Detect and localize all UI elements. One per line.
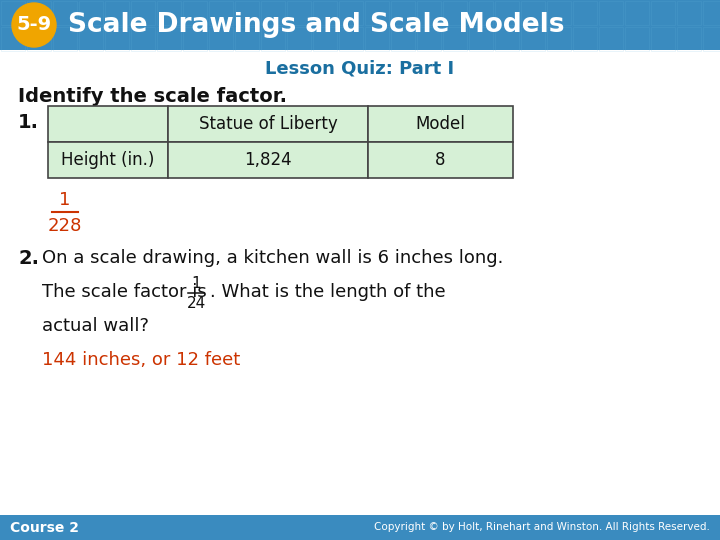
Bar [157, 1, 181, 25]
Bar [183, 27, 207, 51]
Text: 144 inches, or 12 feet: 144 inches, or 12 feet [42, 351, 240, 369]
Text: Lesson Quiz: Part I: Lesson Quiz: Part I [266, 59, 454, 77]
Bar [469, 27, 493, 51]
Text: . What is the length of the: . What is the length of the [210, 283, 446, 301]
Text: Identify the scale factor.: Identify the scale factor. [18, 86, 287, 105]
Text: Copyright © by Holt, Rinehart and Winston. All Rights Reserved.: Copyright © by Holt, Rinehart and Winsto… [374, 523, 710, 532]
Bar [131, 27, 155, 51]
Bar [339, 27, 363, 51]
Bar [599, 1, 623, 25]
Bar [48, 106, 168, 142]
Bar [157, 27, 181, 51]
Bar [131, 1, 155, 25]
Text: 228: 228 [48, 217, 82, 235]
Bar [53, 1, 77, 25]
Text: 24: 24 [186, 296, 206, 312]
Bar [339, 1, 363, 25]
Text: Statue of Liberty: Statue of Liberty [199, 115, 338, 133]
Text: Model: Model [415, 115, 465, 133]
Bar [625, 1, 649, 25]
Bar [0, 0, 720, 50]
Text: 1,824: 1,824 [244, 151, 292, 169]
Bar [703, 27, 720, 51]
Bar [573, 27, 597, 51]
Bar [53, 27, 77, 51]
Bar [235, 27, 259, 51]
Bar [391, 1, 415, 25]
Bar [1, 1, 25, 25]
Bar [235, 1, 259, 25]
Bar [79, 27, 103, 51]
Bar [313, 1, 337, 25]
Bar [365, 27, 389, 51]
Text: The scale factor is: The scale factor is [42, 283, 212, 301]
Bar [168, 142, 368, 178]
Text: Course 2: Course 2 [10, 521, 79, 535]
Bar [443, 1, 467, 25]
Bar [547, 27, 571, 51]
Bar [495, 1, 519, 25]
Bar [521, 27, 545, 51]
Bar [625, 27, 649, 51]
Circle shape [12, 3, 56, 47]
Bar [313, 27, 337, 51]
Text: actual wall?: actual wall? [42, 317, 149, 335]
Bar [79, 1, 103, 25]
Bar [105, 27, 129, 51]
Bar [521, 1, 545, 25]
Bar [261, 1, 285, 25]
Text: 8: 8 [436, 151, 446, 169]
Bar [469, 1, 493, 25]
Bar [547, 1, 571, 25]
Bar [183, 1, 207, 25]
Bar [495, 27, 519, 51]
Bar [209, 27, 233, 51]
Bar [573, 1, 597, 25]
Bar [443, 27, 467, 51]
Bar [417, 27, 441, 51]
Bar [0, 515, 720, 540]
Bar [168, 106, 368, 142]
Text: Scale Drawings and Scale Models: Scale Drawings and Scale Models [68, 12, 564, 38]
Bar [27, 27, 51, 51]
Bar [1, 27, 25, 51]
Bar [209, 1, 233, 25]
Text: 1: 1 [59, 191, 71, 209]
Text: Height (in.): Height (in.) [61, 151, 155, 169]
Bar [368, 142, 513, 178]
Text: 2.: 2. [18, 248, 39, 267]
Text: 1: 1 [192, 275, 201, 291]
Bar [287, 27, 311, 51]
Bar [105, 1, 129, 25]
Bar [651, 27, 675, 51]
Bar [391, 27, 415, 51]
Bar [48, 142, 168, 178]
Bar [417, 1, 441, 25]
Bar [599, 27, 623, 51]
Bar [368, 106, 513, 142]
Text: On a scale drawing, a kitchen wall is 6 inches long.: On a scale drawing, a kitchen wall is 6 … [42, 249, 503, 267]
Text: 1.: 1. [18, 112, 39, 132]
Bar [677, 1, 701, 25]
Text: 5-9: 5-9 [17, 16, 52, 35]
Bar [261, 27, 285, 51]
Bar [365, 1, 389, 25]
Bar [703, 1, 720, 25]
Bar [651, 1, 675, 25]
Bar [27, 1, 51, 25]
Bar [677, 27, 701, 51]
Bar [287, 1, 311, 25]
